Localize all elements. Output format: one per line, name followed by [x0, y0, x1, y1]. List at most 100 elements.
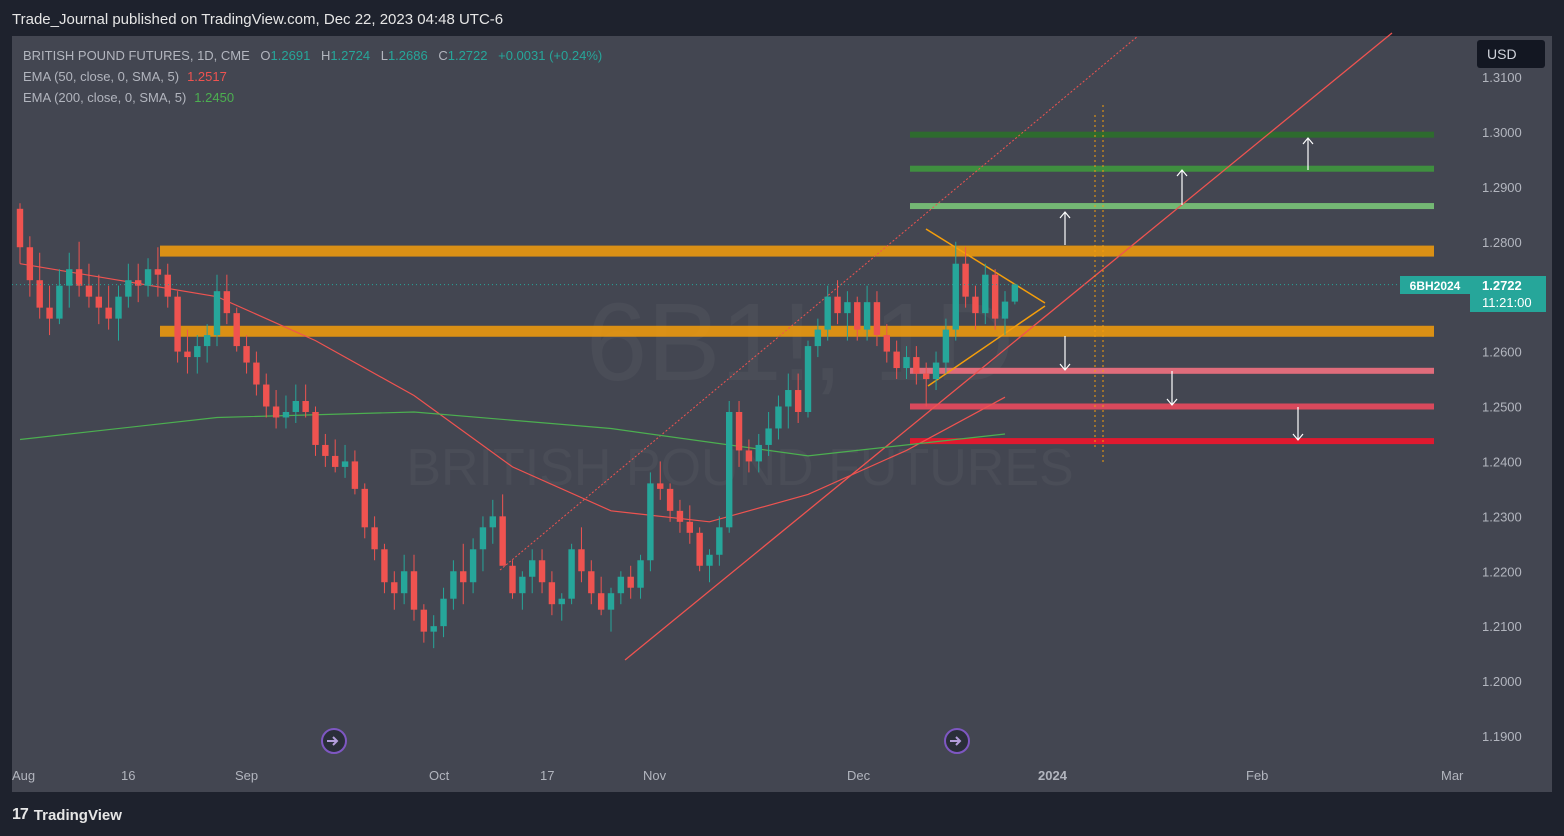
candle [962, 247, 969, 308]
legend-ema200-row[interactable]: EMA (200, close, 0, SMA, 5) 1.2450 [23, 87, 602, 108]
candle [174, 291, 181, 363]
candle [154, 247, 162, 297]
candle-body [66, 269, 73, 286]
triangle-lower-line[interactable] [927, 305, 1046, 387]
candle-body [647, 483, 654, 561]
candle [617, 571, 625, 605]
chart-area[interactable] [12, 36, 1552, 792]
candle-body [558, 598, 565, 605]
candle-body [292, 401, 299, 412]
candle-body [775, 406, 782, 429]
legend-low: 1.2686 [387, 48, 428, 63]
down-arrow-3-head [1292, 433, 1304, 441]
candle-body [213, 291, 221, 336]
candle-body [666, 488, 674, 511]
candle-body [676, 510, 684, 522]
candle [194, 335, 201, 374]
candle [578, 527, 585, 583]
candle-body [1001, 301, 1009, 319]
candle [233, 307, 240, 352]
x-tick-label: Aug [12, 768, 35, 783]
candle [36, 252, 43, 319]
candle [991, 269, 999, 330]
candle-body [282, 411, 290, 418]
y-tick-label: 1.2000 [1482, 674, 1522, 689]
candle-body [578, 549, 585, 572]
candle-body [548, 582, 556, 605]
candle [312, 406, 319, 456]
candle-body [529, 560, 536, 577]
candle-body [597, 593, 605, 610]
candle [509, 560, 516, 599]
candle [144, 258, 152, 297]
legend-ema50-row[interactable]: EMA (50, close, 0, SMA, 5) 1.2517 [23, 66, 602, 87]
up-arrow-2 [1176, 169, 1188, 205]
candle-body [923, 373, 930, 380]
candle-body [469, 549, 477, 583]
x-tick-label: 17 [540, 768, 554, 783]
candle-body [627, 576, 634, 588]
candle-body [499, 516, 506, 566]
candle [332, 439, 339, 473]
candle [666, 483, 674, 522]
candle-body [26, 247, 34, 281]
candle [95, 274, 102, 325]
currency-button[interactable]: USD [1477, 40, 1545, 68]
candle-body [351, 461, 359, 489]
candle-body [873, 302, 881, 336]
candle [863, 285, 871, 341]
candle-body [115, 296, 122, 319]
candle-body [972, 296, 979, 314]
candle-body [203, 335, 211, 347]
candle [755, 433, 762, 473]
candle-body [804, 346, 812, 412]
orange-resistance-zone [160, 245, 1434, 257]
x-tick-label: Mar [1441, 768, 1464, 783]
candle [430, 615, 437, 649]
candle-body [440, 598, 447, 627]
candle [775, 395, 782, 440]
candle-body [913, 357, 920, 374]
x-tick-label: Sep [235, 768, 258, 783]
candle [381, 543, 388, 594]
candle-body [903, 357, 910, 369]
candle-body [991, 274, 999, 319]
candle-body [223, 291, 231, 314]
candle-body [135, 280, 142, 286]
candle-body [962, 263, 969, 297]
event-icon-1[interactable] [321, 728, 347, 754]
event-icon-2[interactable] [944, 728, 970, 754]
down-arrow-3 [1292, 407, 1304, 441]
candle-body [322, 444, 329, 456]
candle-body [1011, 284, 1019, 302]
channel-upper-trendline[interactable] [499, 35, 1139, 571]
legend-symbol: BRITISH POUND FUTURES, 1D, CME [23, 48, 250, 63]
tradingview-logo[interactable]: 17 TradingView [12, 806, 122, 824]
candle-body [509, 565, 516, 594]
candle [302, 384, 309, 418]
candle-body [332, 455, 339, 467]
candle-body [785, 390, 792, 407]
candle [982, 263, 989, 325]
candle [1011, 283, 1019, 305]
candle-body [174, 296, 181, 352]
candle [125, 263, 132, 308]
candle-body [893, 351, 900, 369]
candle-body [854, 302, 861, 330]
candle-body [765, 428, 772, 445]
candle-body [450, 571, 457, 599]
candle [883, 324, 890, 363]
candle-body [824, 296, 831, 330]
candle [726, 401, 733, 533]
candle-body [686, 521, 693, 533]
candle-body [430, 626, 437, 632]
candle-body [105, 307, 112, 319]
legend-symbol-row: BRITISH POUND FUTURES, 1D, CME O1.2691 H… [23, 45, 602, 66]
legend-ema200-value: 1.2450 [194, 90, 235, 105]
legend-high: 1.2724 [330, 48, 371, 63]
candle [972, 285, 979, 330]
candle-body [16, 208, 24, 248]
target-down-1-level [910, 367, 1434, 374]
channel-lower-trendline[interactable] [624, 32, 1393, 661]
